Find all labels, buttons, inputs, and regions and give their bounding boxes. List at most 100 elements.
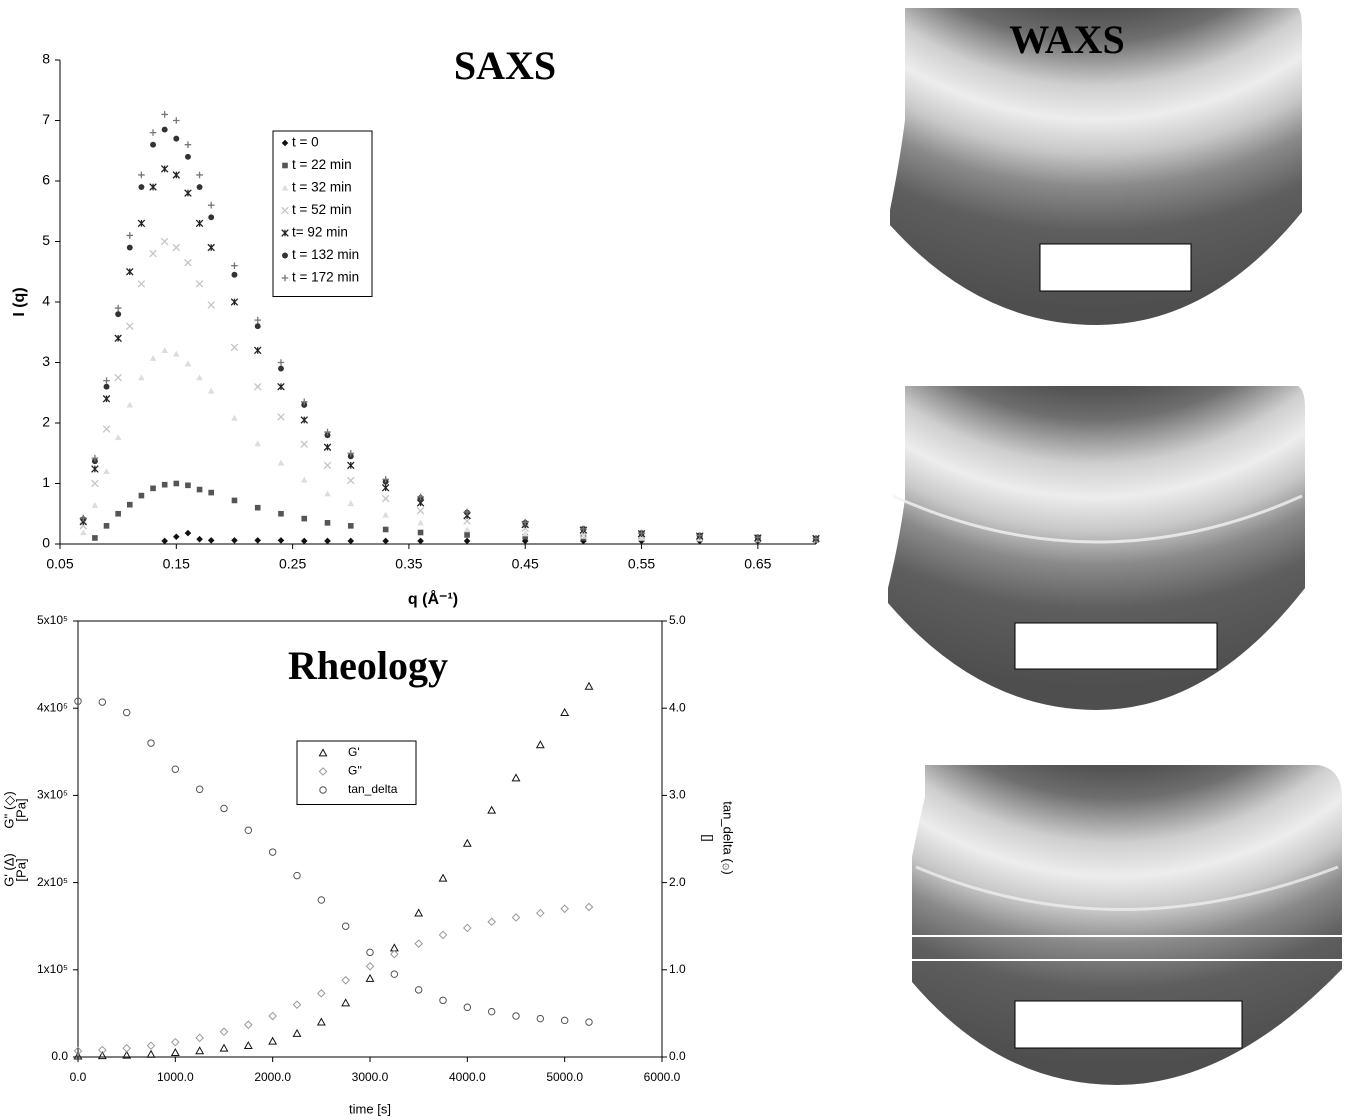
data-point	[208, 388, 215, 394]
data-point	[138, 374, 145, 380]
x-tick-label: 0.55	[628, 556, 655, 572]
data-point	[208, 244, 215, 251]
data-point	[324, 538, 331, 545]
y-axis-label: [Pa]	[13, 858, 28, 881]
data-point	[278, 383, 285, 390]
y-tick-label: 7	[42, 111, 50, 127]
data-point	[173, 351, 180, 357]
data-point	[173, 172, 180, 179]
data-point	[147, 1042, 154, 1049]
data-point	[196, 281, 203, 288]
data-point	[324, 490, 331, 496]
data-point	[115, 374, 122, 381]
data-point	[440, 997, 446, 1003]
data-point	[196, 220, 203, 227]
data-point	[173, 117, 180, 124]
data-point	[126, 232, 133, 239]
y2-tick-label: 5.0	[669, 613, 686, 627]
data-point	[220, 1045, 227, 1051]
data-point	[580, 526, 587, 533]
data-point	[231, 262, 238, 269]
data-point	[138, 220, 145, 227]
data-point	[585, 903, 592, 910]
data-point	[245, 1021, 252, 1028]
data-point	[115, 305, 122, 312]
data-point	[173, 533, 180, 540]
data-point	[255, 323, 261, 329]
x-tick-label: 6000.0	[644, 1070, 681, 1084]
data-point	[464, 532, 470, 538]
data-point	[208, 202, 215, 209]
data-point	[231, 272, 237, 278]
data-point	[417, 520, 424, 526]
data-point	[347, 500, 354, 506]
y2-tick-label: 0.0	[669, 1049, 686, 1063]
data-point	[325, 520, 331, 526]
data-point	[208, 214, 214, 220]
data-point	[318, 897, 324, 903]
data-point	[366, 963, 373, 970]
data-point	[196, 786, 202, 792]
x-tick-label: 4000.0	[449, 1070, 486, 1084]
data-point	[586, 1019, 592, 1025]
legend-label: tan_delta	[348, 782, 398, 796]
data-point	[208, 302, 215, 309]
data-point	[415, 940, 422, 947]
data-point	[231, 344, 238, 351]
data-point	[126, 323, 133, 330]
data-point	[278, 511, 284, 517]
data-point	[512, 774, 519, 780]
data-point	[488, 807, 495, 813]
data-point	[139, 493, 145, 499]
x-tick-label: 0.05	[46, 556, 73, 572]
data-point	[103, 396, 110, 403]
data-point	[254, 440, 261, 446]
x-tick-label: 3000.0	[352, 1070, 389, 1084]
legend-label: G''	[348, 764, 362, 778]
data-point	[92, 535, 98, 541]
legend-label: t = 32 min	[292, 180, 352, 195]
legend-label: t= 92 min	[292, 225, 348, 240]
data-point	[150, 250, 157, 257]
data-point	[383, 527, 389, 533]
data-point	[231, 537, 238, 544]
data-point	[561, 1017, 567, 1023]
data-point	[138, 281, 145, 288]
data-point	[488, 918, 495, 925]
data-point	[185, 154, 191, 160]
legend-label: t = 22 min	[292, 157, 352, 172]
data-point	[245, 1042, 252, 1048]
figure: WAXS 0.050.150.250.350.450.550.650123456…	[0, 0, 1345, 1120]
data-point	[255, 505, 261, 511]
data-point	[366, 975, 373, 981]
y-tick-label: 4	[42, 293, 50, 309]
data-point	[301, 441, 308, 448]
y2-tick-label: 1.0	[669, 962, 686, 976]
data-point	[301, 417, 308, 424]
data-point	[415, 987, 421, 993]
data-point	[173, 136, 179, 142]
data-point	[324, 444, 331, 451]
data-point	[92, 466, 99, 473]
data-point	[173, 244, 180, 251]
data-point	[115, 311, 121, 317]
data-point	[301, 538, 308, 545]
data-point	[382, 495, 389, 502]
data-point	[150, 486, 156, 492]
data-point	[269, 1012, 276, 1019]
data-point	[415, 910, 422, 916]
data-point	[278, 414, 285, 421]
data-point	[161, 538, 168, 545]
y-tick-label: 6	[42, 172, 50, 188]
y-axis-label: I (q)	[11, 287, 28, 316]
data-point	[147, 1051, 154, 1057]
data-point	[123, 709, 129, 715]
data-point	[464, 1004, 470, 1010]
waxs-panel	[888, 386, 1305, 710]
data-point	[196, 1034, 203, 1041]
legend-label: G'	[348, 745, 360, 759]
data-point	[278, 537, 285, 544]
data-point	[150, 129, 157, 136]
data-point	[269, 1038, 276, 1044]
data-point	[231, 299, 238, 306]
